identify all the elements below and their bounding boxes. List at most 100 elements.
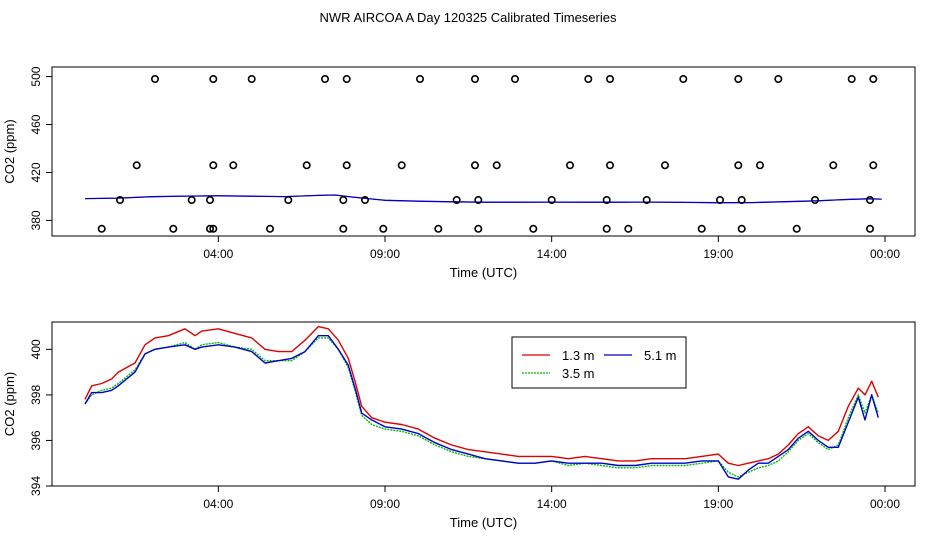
calibration-point	[209, 75, 218, 84]
legend-label-3-5m: 3.5 m	[562, 366, 595, 381]
legend-label-5-1m: 5.1 m	[644, 348, 677, 363]
calibration-point	[229, 161, 238, 170]
top-y-axis: 380 420 460 500	[29, 66, 52, 230]
calibration-point	[492, 161, 501, 170]
top-x-tick-label: 04:00	[203, 247, 233, 261]
calibration-point	[547, 196, 556, 205]
series-line-3-5-m	[84, 337, 879, 478]
calibration-point	[434, 224, 443, 233]
bottom-y-axis-label: CO2 (ppm)	[2, 372, 17, 436]
panel-bottom-multi-height-co2: 04:00 09:00 14:00 19:00 00:00 394 396 398 400 T…	[2, 321, 916, 530]
calibration-point	[734, 75, 743, 84]
calibration-point	[679, 75, 688, 84]
calibration-point	[605, 75, 614, 84]
calibration-point	[265, 224, 274, 233]
calibration-point	[847, 75, 856, 84]
calibration-point	[865, 196, 874, 205]
bottom-y-tick-label: 398	[29, 385, 43, 405]
calibration-point	[697, 224, 706, 233]
calibration-point	[360, 196, 369, 205]
calibration-point	[865, 224, 874, 233]
calibration-point	[206, 196, 215, 205]
calibration-point	[829, 161, 838, 170]
calibration-point	[209, 161, 218, 170]
calibration-point	[209, 224, 218, 233]
top-x-tick-label: 19:00	[703, 247, 733, 261]
bottom-series-lines	[84, 325, 879, 480]
calibration-point	[339, 196, 348, 205]
top-x-axis: 04:00 09:00 14:00 19:00 00:00	[203, 236, 900, 261]
figure-title: NWR AIRCOA A Day 120325 Calibrated Times…	[320, 10, 617, 25]
top-x-tick-label: 09:00	[370, 247, 400, 261]
calibration-point	[755, 161, 764, 170]
calibration-point	[397, 161, 406, 170]
top-y-tick-label: 500	[29, 66, 43, 86]
top-x-axis-label: Time (UTC)	[450, 265, 517, 280]
calibration-point	[605, 161, 614, 170]
calibration-point	[737, 196, 746, 205]
calibration-point	[187, 196, 196, 205]
calibration-point	[379, 224, 388, 233]
calibration-point	[342, 161, 351, 170]
calibration-point	[792, 224, 801, 233]
calibration-point	[810, 196, 819, 205]
calibration-point	[529, 224, 538, 233]
legend-label-1-3m: 1.3 m	[562, 348, 595, 363]
bottom-x-tick-label: 19:00	[703, 497, 733, 511]
calibration-point	[774, 75, 783, 84]
calibration-point	[474, 224, 483, 233]
top-y-axis-label: CO2 (ppm)	[2, 119, 17, 183]
calibration-point	[474, 196, 483, 205]
top-x-tick-label: 14:00	[537, 247, 567, 261]
calibration-point	[247, 75, 256, 84]
calibration-point	[452, 196, 461, 205]
calibration-point	[116, 196, 125, 205]
calibration-point	[869, 161, 878, 170]
bottom-x-tick-label: 00:00	[870, 497, 900, 511]
calibration-point	[715, 196, 724, 205]
calibration-point	[206, 224, 215, 233]
top-y-tick-label: 380	[29, 210, 43, 230]
calibration-point	[602, 196, 611, 205]
calibration-point	[169, 224, 178, 233]
bottom-y-tick-label: 396	[29, 430, 43, 450]
calibration-point	[302, 161, 311, 170]
calibration-point	[470, 161, 479, 170]
bottom-x-tick-label: 09:00	[370, 497, 400, 511]
top-x-tick-label: 00:00	[870, 247, 900, 261]
calibration-point	[151, 75, 160, 84]
calibration-point	[339, 224, 348, 233]
calibration-point	[602, 224, 611, 233]
bottom-y-axis: 394 396 398 400	[29, 339, 52, 496]
bottom-x-tick-label: 14:00	[537, 497, 567, 511]
panel-top-calibrated-co2: 04:00 09:00 14:00 19:00 00:00 380 420 460 500 T…	[2, 66, 916, 280]
bottom-y-tick-label: 400	[29, 339, 43, 359]
top-y-tick-label: 460	[29, 114, 43, 134]
calibration-point	[869, 75, 878, 84]
calibration-point	[660, 161, 669, 170]
calibration-point	[97, 224, 106, 233]
calibration-point	[584, 75, 593, 84]
calibration-point	[342, 75, 351, 84]
top-plot-frame	[51, 66, 916, 237]
series-line-1-3-m	[84, 325, 879, 467]
top-co2-line-blue	[84, 194, 882, 204]
calibration-point	[642, 196, 651, 205]
calibration-point	[132, 161, 141, 170]
bottom-x-axis: 04:00 09:00 14:00 19:00 00:00	[203, 486, 900, 511]
bottom-y-tick-label: 394	[29, 476, 43, 496]
legend: 1.3 m 3.5 m 5.1 m	[511, 336, 687, 389]
calibration-point	[510, 75, 519, 84]
bottom-x-tick-label: 04:00	[203, 497, 233, 511]
calibration-point	[415, 75, 424, 84]
bottom-x-axis-label: Time (UTC)	[450, 515, 517, 530]
series-line-5-1-m	[84, 335, 879, 480]
calibration-point	[624, 224, 633, 233]
calibration-point	[565, 161, 574, 170]
calibration-point	[470, 75, 479, 84]
calibration-point	[737, 224, 746, 233]
legend-box	[511, 336, 687, 389]
top-co2-line	[84, 194, 882, 204]
top-calibration-points	[97, 75, 878, 233]
